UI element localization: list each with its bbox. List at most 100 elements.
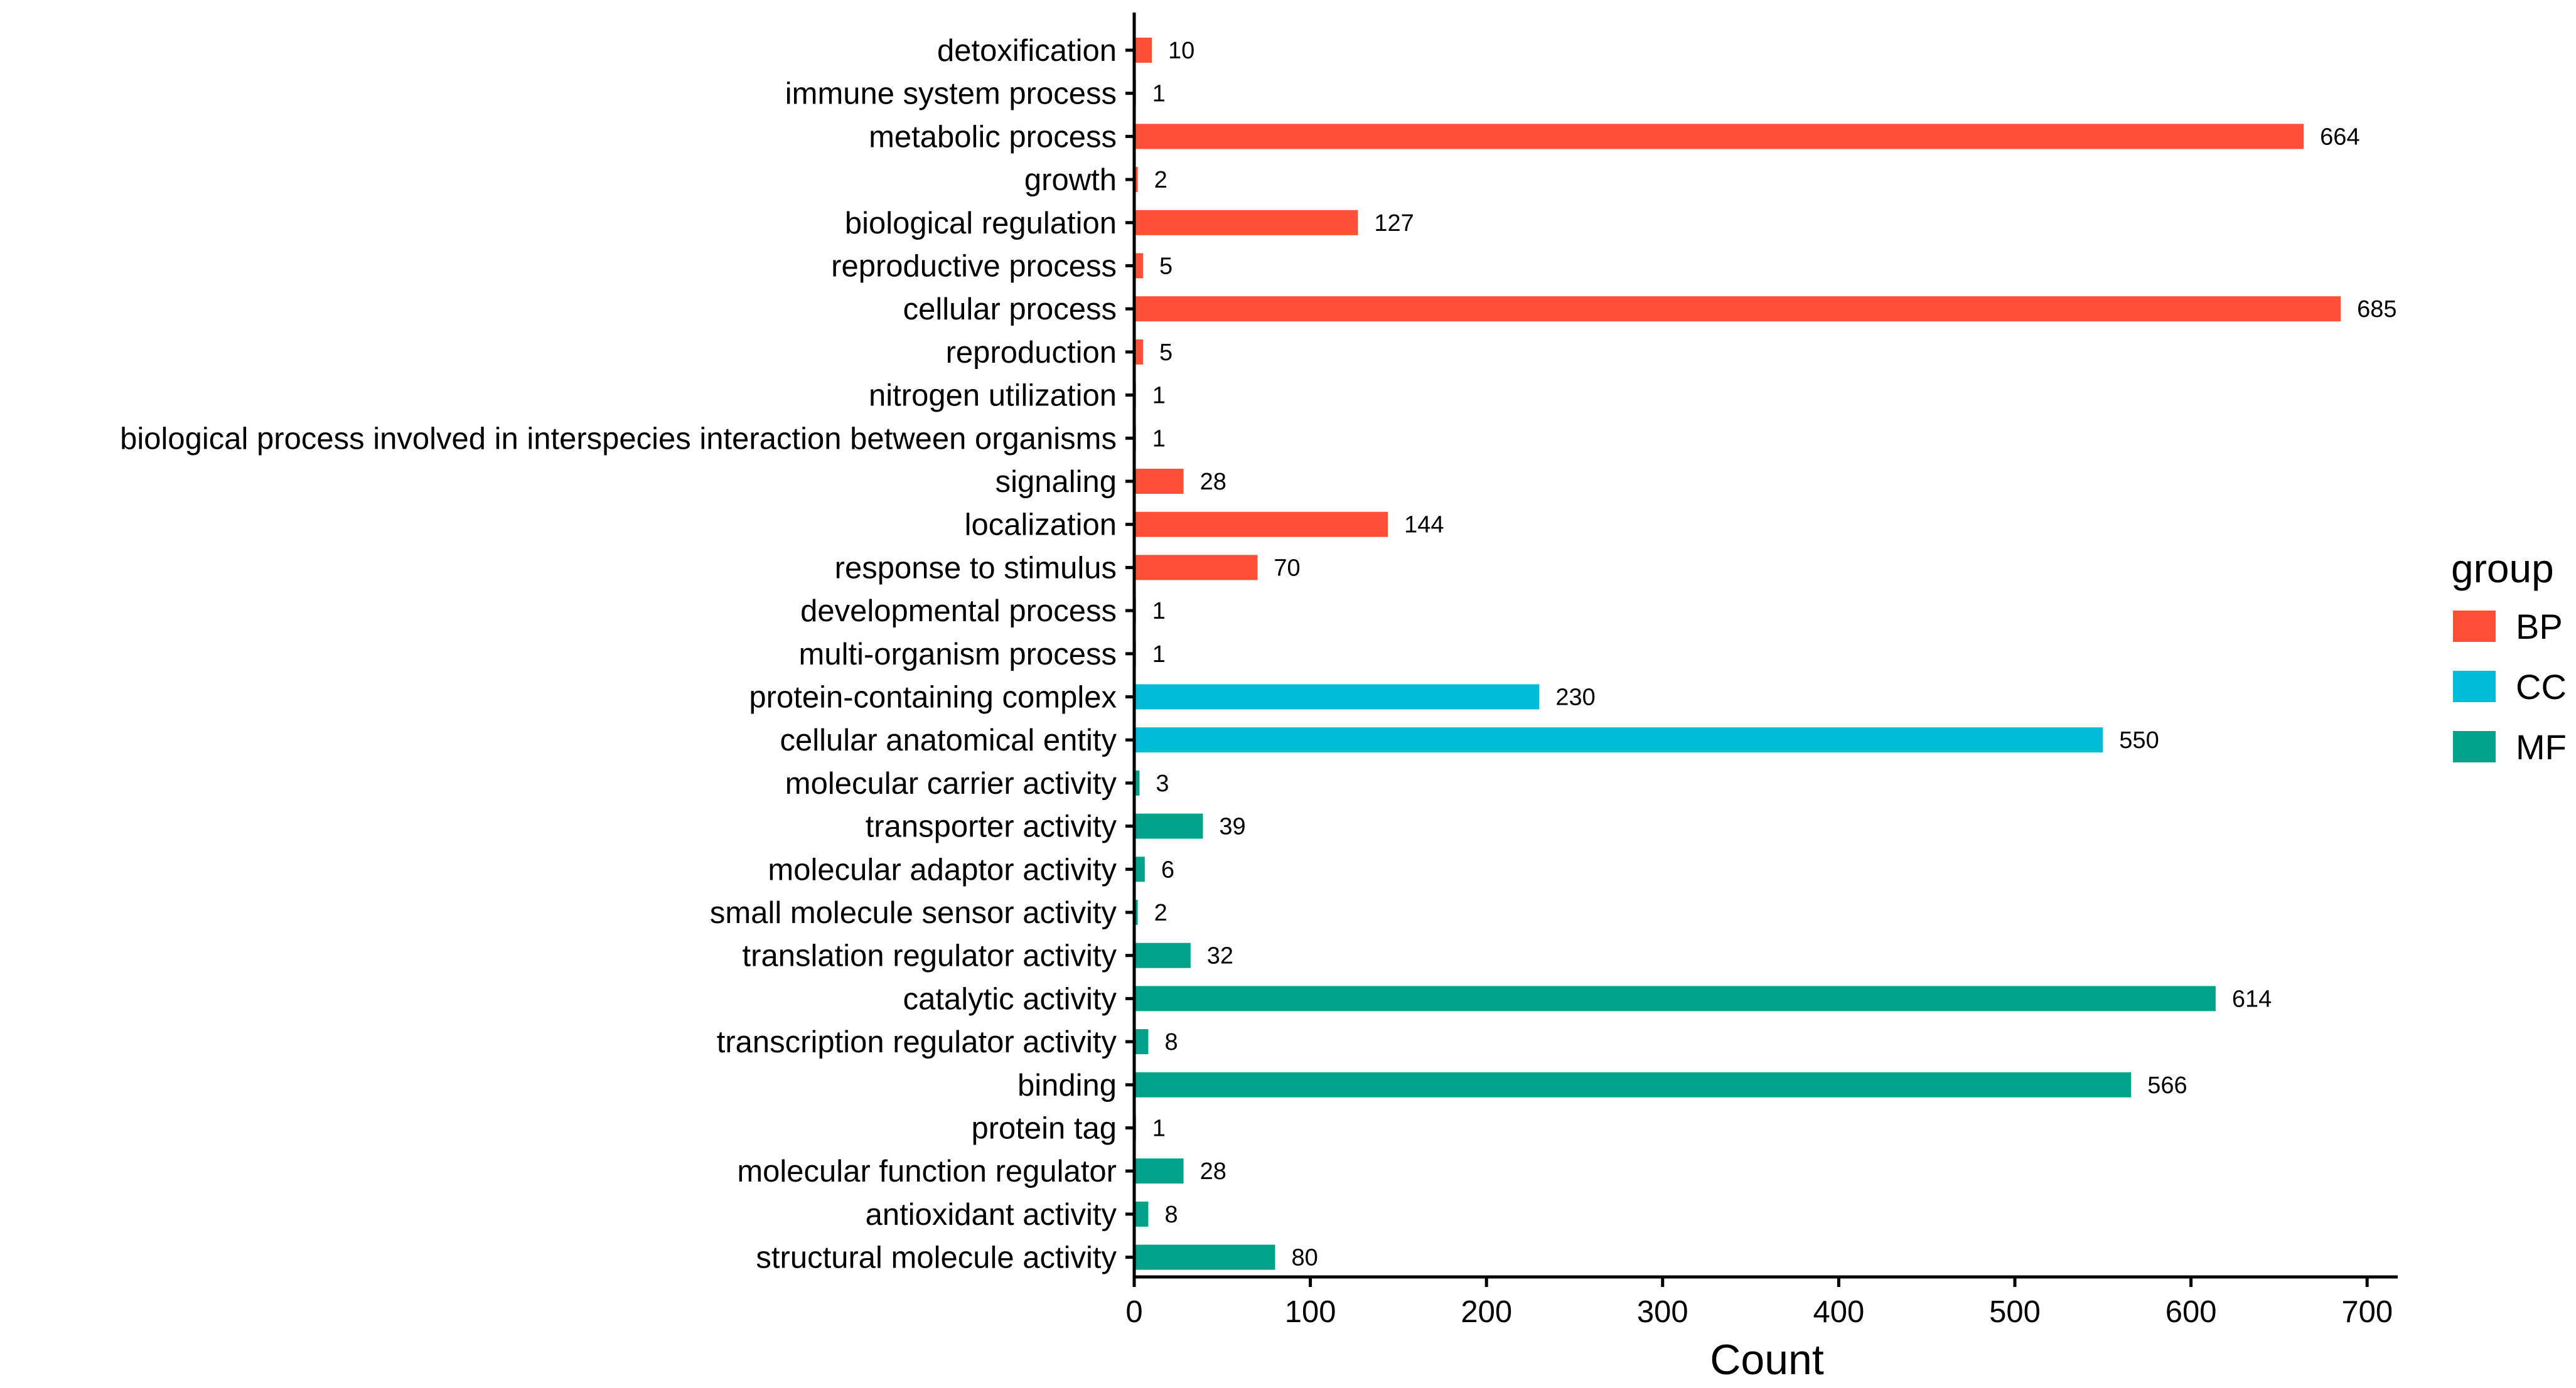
bar-localization	[1134, 511, 1388, 537]
bar-small-molecule-sensor-activity	[1134, 900, 1138, 925]
bar-catalytic-activity	[1134, 986, 2216, 1012]
category-label-protein-containing-complex: protein-containing complex	[749, 681, 1117, 715]
category-label-transcription-regulator-activity: transcription regulator activity	[717, 1025, 1117, 1059]
value-label-biological-regulation: 127	[1374, 210, 1414, 237]
x-axis-ticks: 0 100 200 300 400 500 600 700	[1125, 1277, 2393, 1329]
axes	[1132, 13, 2398, 1279]
value-label-binding: 566	[2147, 1072, 2187, 1099]
x-tick-label-600: 600	[2165, 1295, 2217, 1329]
bar-metabolic-process	[1134, 124, 2304, 149]
value-label-molecular-adaptor-activity: 6	[1161, 857, 1174, 883]
bar-signaling	[1134, 469, 1184, 494]
value-label-developmental-process: 1	[1152, 598, 1166, 624]
value-label-cellular-process: 685	[2357, 296, 2396, 323]
category-label-growth: growth	[1024, 163, 1117, 197]
bars-layer	[1134, 38, 2341, 1270]
bar-binding	[1134, 1072, 2132, 1097]
category-label-molecular-function-regulator: molecular function regulator	[737, 1155, 1117, 1188]
category-label-detoxification: detoxification	[937, 34, 1117, 68]
bar-antioxidant-activity	[1134, 1201, 1149, 1227]
x-tick-label-400: 400	[1813, 1295, 1865, 1329]
category-label-small-molecule-sensor-activity: small molecule sensor activity	[710, 896, 1117, 930]
category-labels: detoxification immune system process metab…	[120, 34, 1134, 1275]
value-label-metabolic-process: 664	[2320, 124, 2359, 150]
legend-swatch-bp	[2453, 611, 2496, 642]
value-label-protein-tag: 1	[1152, 1116, 1166, 1142]
value-label-molecular-function-regulator: 28	[1200, 1158, 1226, 1185]
value-label-catalytic-activity: 614	[2232, 986, 2272, 1012]
x-tick-label-100: 100	[1285, 1295, 1336, 1329]
bar-response-to-stimulus	[1134, 555, 1258, 580]
bar-molecular-carrier-activity	[1134, 770, 1140, 796]
value-label-protein-containing-complex: 230	[1555, 685, 1595, 711]
bar-molecular-adaptor-activity	[1134, 857, 1145, 882]
value-label-response-to-stimulus: 70	[1274, 555, 1300, 581]
legend-swatch-mf	[2453, 731, 2496, 762]
category-label-protein-tag: protein tag	[971, 1112, 1117, 1146]
legend-title: group	[2451, 546, 2554, 591]
category-label-biological-process-involved-in-interspecies-interaction-between-organisms: biological process involved in interspec…	[120, 422, 1117, 456]
category-label-reproductive-process: reproductive process	[831, 250, 1117, 284]
value-label-transporter-activity: 39	[1219, 814, 1245, 840]
bar-transporter-activity	[1134, 813, 1203, 839]
category-label-translation-regulator-activity: translation regulator activity	[743, 939, 1117, 973]
category-label-cellular-anatomical-entity: cellular anatomical entity	[780, 723, 1117, 757]
bar-transcription-regulator-activity	[1134, 1029, 1149, 1055]
value-label-nitrogen-utilization: 1	[1152, 383, 1166, 409]
x-tick-label-200: 200	[1461, 1295, 1512, 1329]
value-label-molecular-carrier-activity: 3	[1156, 771, 1169, 797]
legend: group BP CC MF	[2451, 546, 2567, 767]
value-label-biological-process-involved-in-interspecies-interaction-between-organisms: 1	[1152, 425, 1166, 452]
x-tick-label-700: 700	[2341, 1295, 2393, 1329]
legend-swatch-cc	[2453, 671, 2496, 702]
value-labels: 1016642127568551128144701123055033962326…	[1152, 38, 2397, 1271]
value-label-localization: 144	[1404, 512, 1444, 538]
value-label-reproductive-process: 5	[1159, 254, 1173, 280]
value-label-detoxification: 10	[1168, 38, 1194, 64]
bar-structural-molecule-activity	[1134, 1244, 1275, 1270]
category-label-cellular-process: cellular process	[903, 292, 1117, 326]
value-label-small-molecule-sensor-activity: 2	[1154, 900, 1167, 926]
value-label-signaling: 28	[1200, 469, 1226, 495]
category-label-catalytic-activity: catalytic activity	[903, 982, 1117, 1016]
value-label-antioxidant-activity: 8	[1164, 1202, 1178, 1228]
bar-cellular-anatomical-entity	[1134, 727, 2103, 753]
category-label-reproduction: reproduction	[946, 336, 1117, 370]
value-label-structural-molecule-activity: 80	[1291, 1245, 1318, 1271]
category-label-immune-system-process: immune system process	[785, 77, 1117, 111]
category-label-multi-organism-process: multi-organism process	[799, 638, 1117, 671]
category-label-structural-molecule-activity: structural molecule activity	[756, 1241, 1117, 1275]
legend-label-bp: BP	[2516, 607, 2563, 646]
category-label-developmental-process: developmental process	[800, 594, 1117, 628]
legend-label-mf: MF	[2516, 727, 2567, 767]
value-label-growth: 2	[1154, 167, 1167, 193]
legend-label-cc: CC	[2516, 667, 2567, 707]
bar-growth	[1134, 167, 1138, 193]
x-tick-label-300: 300	[1637, 1295, 1688, 1329]
value-label-reproduction: 5	[1159, 339, 1173, 366]
value-label-translation-regulator-activity: 32	[1207, 943, 1233, 969]
bar-translation-regulator-activity	[1134, 942, 1191, 968]
value-label-immune-system-process: 1	[1152, 81, 1166, 107]
category-label-biological-regulation: biological regulation	[845, 206, 1117, 240]
x-tick-label-500: 500	[1989, 1295, 2041, 1329]
category-label-metabolic-process: metabolic process	[869, 120, 1117, 154]
category-label-signaling: signaling	[996, 465, 1117, 499]
category-label-binding: binding	[1017, 1069, 1117, 1102]
bar-detoxification	[1134, 38, 1152, 63]
bar-molecular-function-regulator	[1134, 1158, 1184, 1184]
x-axis-title: Count	[1710, 1336, 1824, 1384]
category-label-localization: localization	[965, 508, 1117, 542]
category-label-nitrogen-utilization: nitrogen utilization	[869, 379, 1117, 413]
x-tick-label-0: 0	[1125, 1295, 1142, 1329]
bar-protein-containing-complex	[1134, 684, 1540, 710]
bar-reproductive-process	[1134, 253, 1144, 279]
category-label-response-to-stimulus: response to stimulus	[835, 551, 1117, 585]
value-label-multi-organism-process: 1	[1152, 641, 1166, 668]
bar-biological-regulation	[1134, 210, 1358, 235]
bar-cellular-process	[1134, 296, 2341, 322]
category-label-molecular-carrier-activity: molecular carrier activity	[785, 767, 1117, 801]
value-label-transcription-regulator-activity: 8	[1164, 1029, 1178, 1055]
category-label-transporter-activity: transporter activity	[866, 810, 1117, 844]
